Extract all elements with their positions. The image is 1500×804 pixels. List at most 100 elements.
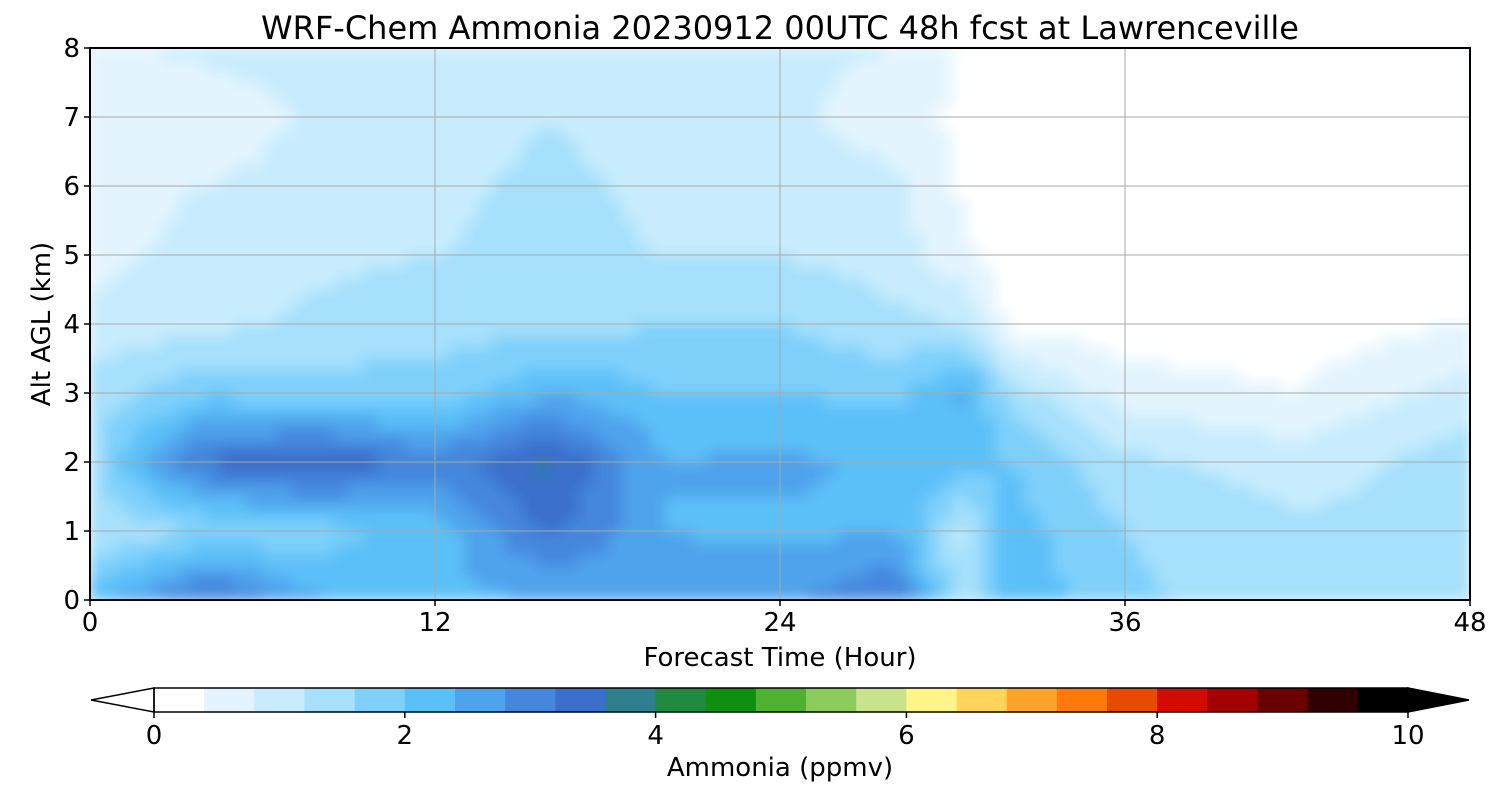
heatmap-cell <box>909 117 925 130</box>
heatmap-cell <box>291 485 307 498</box>
heatmap-cell <box>118 243 134 256</box>
heatmap-cell <box>693 82 709 95</box>
heatmap-cell <box>205 335 220 348</box>
heatmap-cell <box>449 301 465 314</box>
heatmap-cell <box>780 48 795 61</box>
heatmap-cell <box>765 439 781 452</box>
heatmap-cell <box>1096 255 1112 268</box>
heatmap-cell <box>276 531 292 544</box>
heatmap-cell <box>736 94 752 107</box>
heatmap-cell <box>851 48 867 61</box>
heatmap-cell <box>506 312 522 325</box>
heatmap-cell <box>377 393 393 406</box>
heatmap-cell <box>794 462 810 475</box>
heatmap-cell <box>1355 335 1370 348</box>
heatmap-cell <box>291 94 307 107</box>
heatmap-cell <box>262 393 278 406</box>
heatmap-cell <box>650 209 666 222</box>
heatmap-cell <box>952 186 968 199</box>
heatmap-cell <box>607 473 623 486</box>
heatmap-cell <box>435 186 450 199</box>
heatmap-cell <box>1240 473 1255 486</box>
heatmap-cell <box>435 450 450 463</box>
heatmap-cell <box>363 163 379 176</box>
heatmap-cell <box>751 577 767 590</box>
heatmap-cell <box>564 381 580 394</box>
heatmap-cell <box>377 335 393 348</box>
heatmap-cell <box>837 577 853 590</box>
heatmap-cell <box>751 450 767 463</box>
heatmap-cell <box>1311 347 1327 360</box>
heatmap-cell <box>1168 324 1184 337</box>
heatmap-cell <box>90 335 105 348</box>
heatmap-cell <box>851 485 867 498</box>
heatmap-cell <box>1355 186 1370 199</box>
heatmap-cell <box>607 404 623 417</box>
heatmap-cell <box>636 94 652 107</box>
heatmap-cell <box>478 186 494 199</box>
heatmap-cell <box>420 266 436 279</box>
heatmap-cell <box>866 289 882 302</box>
heatmap-cell <box>1426 209 1442 222</box>
heatmap-cell <box>1153 105 1169 118</box>
heatmap-cell <box>449 220 465 233</box>
heatmap-cell <box>736 427 752 440</box>
heatmap-cell <box>1081 163 1097 176</box>
heatmap-cell <box>1182 59 1198 72</box>
heatmap-cell <box>938 347 954 360</box>
heatmap-cell <box>1311 404 1327 417</box>
heatmap-cell <box>363 554 379 567</box>
heatmap-cell <box>1355 531 1370 544</box>
heatmap-cell <box>621 209 637 222</box>
heatmap-cell <box>1096 266 1112 279</box>
heatmap-cell <box>1096 82 1112 95</box>
heatmap-cell <box>1297 462 1313 475</box>
heatmap-cell <box>981 94 997 107</box>
heatmap-cell <box>219 439 235 452</box>
heatmap-cell <box>1139 278 1155 291</box>
colorbar-segment <box>668 688 682 712</box>
heatmap-cell <box>219 416 235 429</box>
heatmap-cell <box>492 255 508 268</box>
heatmap-cell <box>1110 473 1126 486</box>
heatmap-cell <box>176 496 192 509</box>
heatmap-cell <box>780 358 795 371</box>
heatmap-cell <box>1283 519 1299 532</box>
heatmap-cell <box>550 427 565 440</box>
heatmap-cell <box>248 370 264 383</box>
heatmap-cell <box>1096 358 1112 371</box>
heatmap-cell <box>147 243 163 256</box>
heatmap-cell <box>1053 59 1069 72</box>
heatmap-cell <box>564 485 580 498</box>
heatmap-cell <box>406 312 422 325</box>
heatmap-cell <box>1355 82 1370 95</box>
heatmap-cell <box>1340 450 1356 463</box>
heatmap-cell <box>981 71 997 84</box>
heatmap-cell <box>334 381 350 394</box>
heatmap-cell <box>1168 163 1184 176</box>
heatmap-cell <box>1455 370 1470 383</box>
heatmap-cell <box>118 151 134 164</box>
heatmap-cell <box>449 278 465 291</box>
heatmap-cell <box>118 462 134 475</box>
heatmap-cell <box>981 358 997 371</box>
heatmap-cell <box>1225 404 1241 417</box>
heatmap-cell <box>420 462 436 475</box>
heatmap-cell <box>1355 358 1370 371</box>
heatmap-cell <box>363 347 379 360</box>
heatmap-cell <box>995 220 1011 233</box>
heatmap-cell <box>420 358 436 371</box>
heatmap-cell <box>276 519 292 532</box>
heatmap-cell <box>320 105 335 118</box>
heatmap-cell <box>1283 243 1299 256</box>
colorbar-segment <box>1169 688 1183 712</box>
heatmap-cell <box>233 450 249 463</box>
heatmap-cell <box>449 531 465 544</box>
heatmap-cell <box>161 393 177 406</box>
heatmap-cell <box>851 519 867 532</box>
heatmap-cell <box>1153 588 1169 600</box>
heatmap-cell <box>104 209 120 222</box>
heatmap-cell <box>1340 105 1356 118</box>
heatmap-cell <box>1254 278 1270 291</box>
heatmap-cell <box>205 82 220 95</box>
